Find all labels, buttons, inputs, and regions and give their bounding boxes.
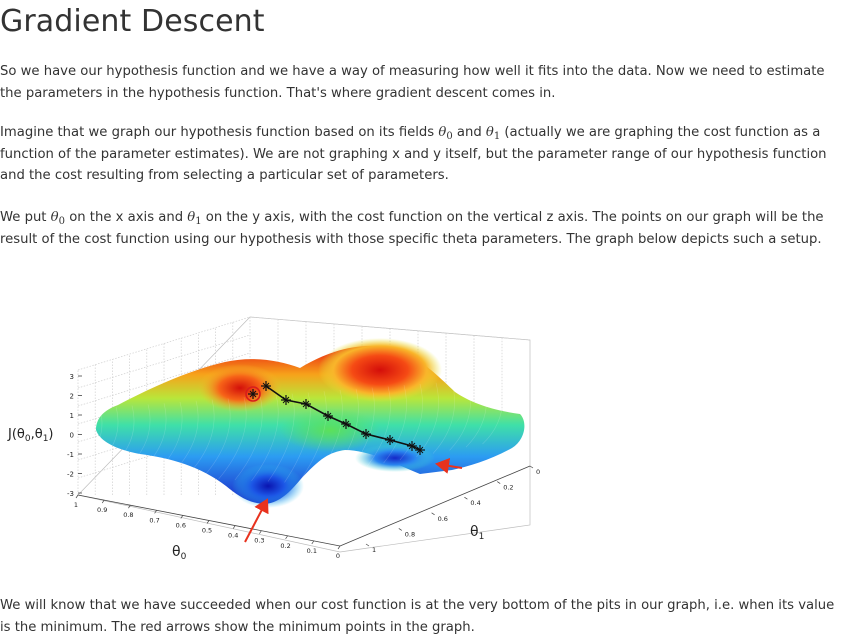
y-tick bbox=[365, 543, 370, 547]
y-tick-label: 1 bbox=[372, 546, 376, 554]
descent-step-marker bbox=[361, 429, 371, 439]
x-tick-label: 0.6 bbox=[176, 521, 186, 529]
p3-text-c: on the y axis, with the cost function on… bbox=[0, 210, 824, 247]
p2-text-b: and bbox=[452, 125, 486, 140]
x-tick-label: 0 bbox=[336, 552, 340, 560]
x-tick bbox=[75, 494, 79, 499]
z-tick-label: 1 bbox=[70, 412, 74, 420]
descent-step-marker bbox=[301, 399, 311, 409]
y-tick bbox=[464, 496, 468, 500]
descent-step-marker bbox=[248, 389, 258, 399]
x-tick bbox=[101, 499, 105, 504]
theta0-symbol: θ0 bbox=[438, 125, 453, 142]
descent-path bbox=[248, 381, 425, 455]
z-tick-label: -2 bbox=[67, 471, 74, 479]
x-tick-label: 0.1 bbox=[307, 547, 317, 555]
z-tick-label: -3 bbox=[67, 490, 74, 498]
y-tick-label: 0 bbox=[536, 468, 540, 476]
descent-step-marker bbox=[281, 395, 291, 405]
x-tick bbox=[311, 540, 315, 545]
p3-text-b: on the x axis and bbox=[65, 210, 188, 225]
z-tick-label: 0 bbox=[70, 432, 74, 440]
descent-step-marker bbox=[341, 419, 351, 429]
y-tick-label: 0.2 bbox=[503, 484, 513, 492]
x-tick bbox=[337, 545, 341, 550]
theta1-symbol: θ1 bbox=[187, 210, 202, 227]
y-tick bbox=[398, 528, 402, 531]
y-axis: 0 0.2 0.4 0.6 0.8 1 bbox=[339, 465, 540, 554]
conclusion-paragraph: We will know that we have succeeded when… bbox=[0, 598, 835, 635]
descent-step-marker bbox=[385, 435, 395, 445]
x-tick bbox=[259, 530, 262, 534]
x-axis: 1 0.9 0.8 0.7 0.6 0.5 0.4 0.3 0.2 0.1 0 bbox=[74, 494, 341, 560]
x-tick-label: 1 bbox=[74, 501, 78, 509]
axes-paragraph: We put θ0 on the x axis and θ1 on the y … bbox=[0, 207, 846, 250]
y-tick-label: 0.4 bbox=[470, 499, 480, 507]
y-axis-label: θ1 bbox=[470, 524, 484, 542]
x-tick bbox=[180, 515, 184, 519]
x-tick bbox=[232, 525, 236, 529]
descent-step-marker bbox=[415, 445, 425, 455]
x-tick bbox=[206, 520, 210, 524]
y-tick-label: 0.8 bbox=[405, 530, 415, 538]
descent-step-marker bbox=[261, 381, 271, 391]
y-tick bbox=[529, 465, 534, 469]
z-tick-label: -1 bbox=[67, 451, 74, 459]
z-tick-label: 2 bbox=[70, 393, 74, 401]
intro-paragraph: So we have our hypothesis function and w… bbox=[0, 64, 825, 101]
p3-text-a: We put bbox=[0, 210, 51, 225]
x-tick-label: 0.4 bbox=[228, 532, 238, 540]
minimum-arrow-right bbox=[435, 457, 463, 474]
y-tick bbox=[497, 481, 501, 484]
x-tick bbox=[128, 505, 131, 509]
minimum-arrow-left bbox=[244, 498, 269, 543]
x-tick-label: 0.2 bbox=[280, 542, 290, 550]
cost-surface-figure: 3 2 1 0 -1 -2 -3 1 0.9 0.8 0.7 0.6 0.5 0.4 0.3 0.2 0.1 0… bbox=[7, 316, 540, 562]
y-tick-label: 0.6 bbox=[438, 515, 448, 523]
descent-step-marker bbox=[323, 411, 333, 421]
x-tick-label: 0.8 bbox=[123, 511, 133, 519]
z-axis-label: J(θ0,θ1) bbox=[7, 427, 54, 444]
start-point-circle bbox=[245, 386, 261, 402]
y-tick bbox=[431, 512, 435, 516]
z-tick-label: 3 bbox=[70, 373, 74, 381]
x-tick-label: 0.3 bbox=[254, 537, 264, 545]
cost-surface bbox=[69, 338, 525, 508]
x-tick bbox=[285, 535, 288, 539]
x-tick-label: 0.7 bbox=[149, 516, 159, 524]
page-title: Gradient Descent bbox=[0, 4, 265, 39]
p2-text-a: Imagine that we graph our hypothesis fun… bbox=[0, 125, 439, 140]
p2-text-c: (actually we are graphing the cost funct… bbox=[0, 125, 827, 183]
theta0-symbol: θ0 bbox=[50, 210, 65, 227]
theta1-symbol: θ1 bbox=[485, 125, 501, 142]
x-tick-label: 0.9 bbox=[97, 506, 107, 514]
x-tick bbox=[154, 510, 157, 514]
z-axis: 3 2 1 0 -1 -2 -3 bbox=[67, 373, 82, 498]
descent-step-marker bbox=[407, 441, 417, 451]
x-axis-label: θ0 bbox=[172, 544, 187, 562]
graph-explanation-paragraph: Imagine that we graph our hypothesis fun… bbox=[0, 122, 846, 187]
x-tick-label: 0.5 bbox=[202, 527, 212, 535]
